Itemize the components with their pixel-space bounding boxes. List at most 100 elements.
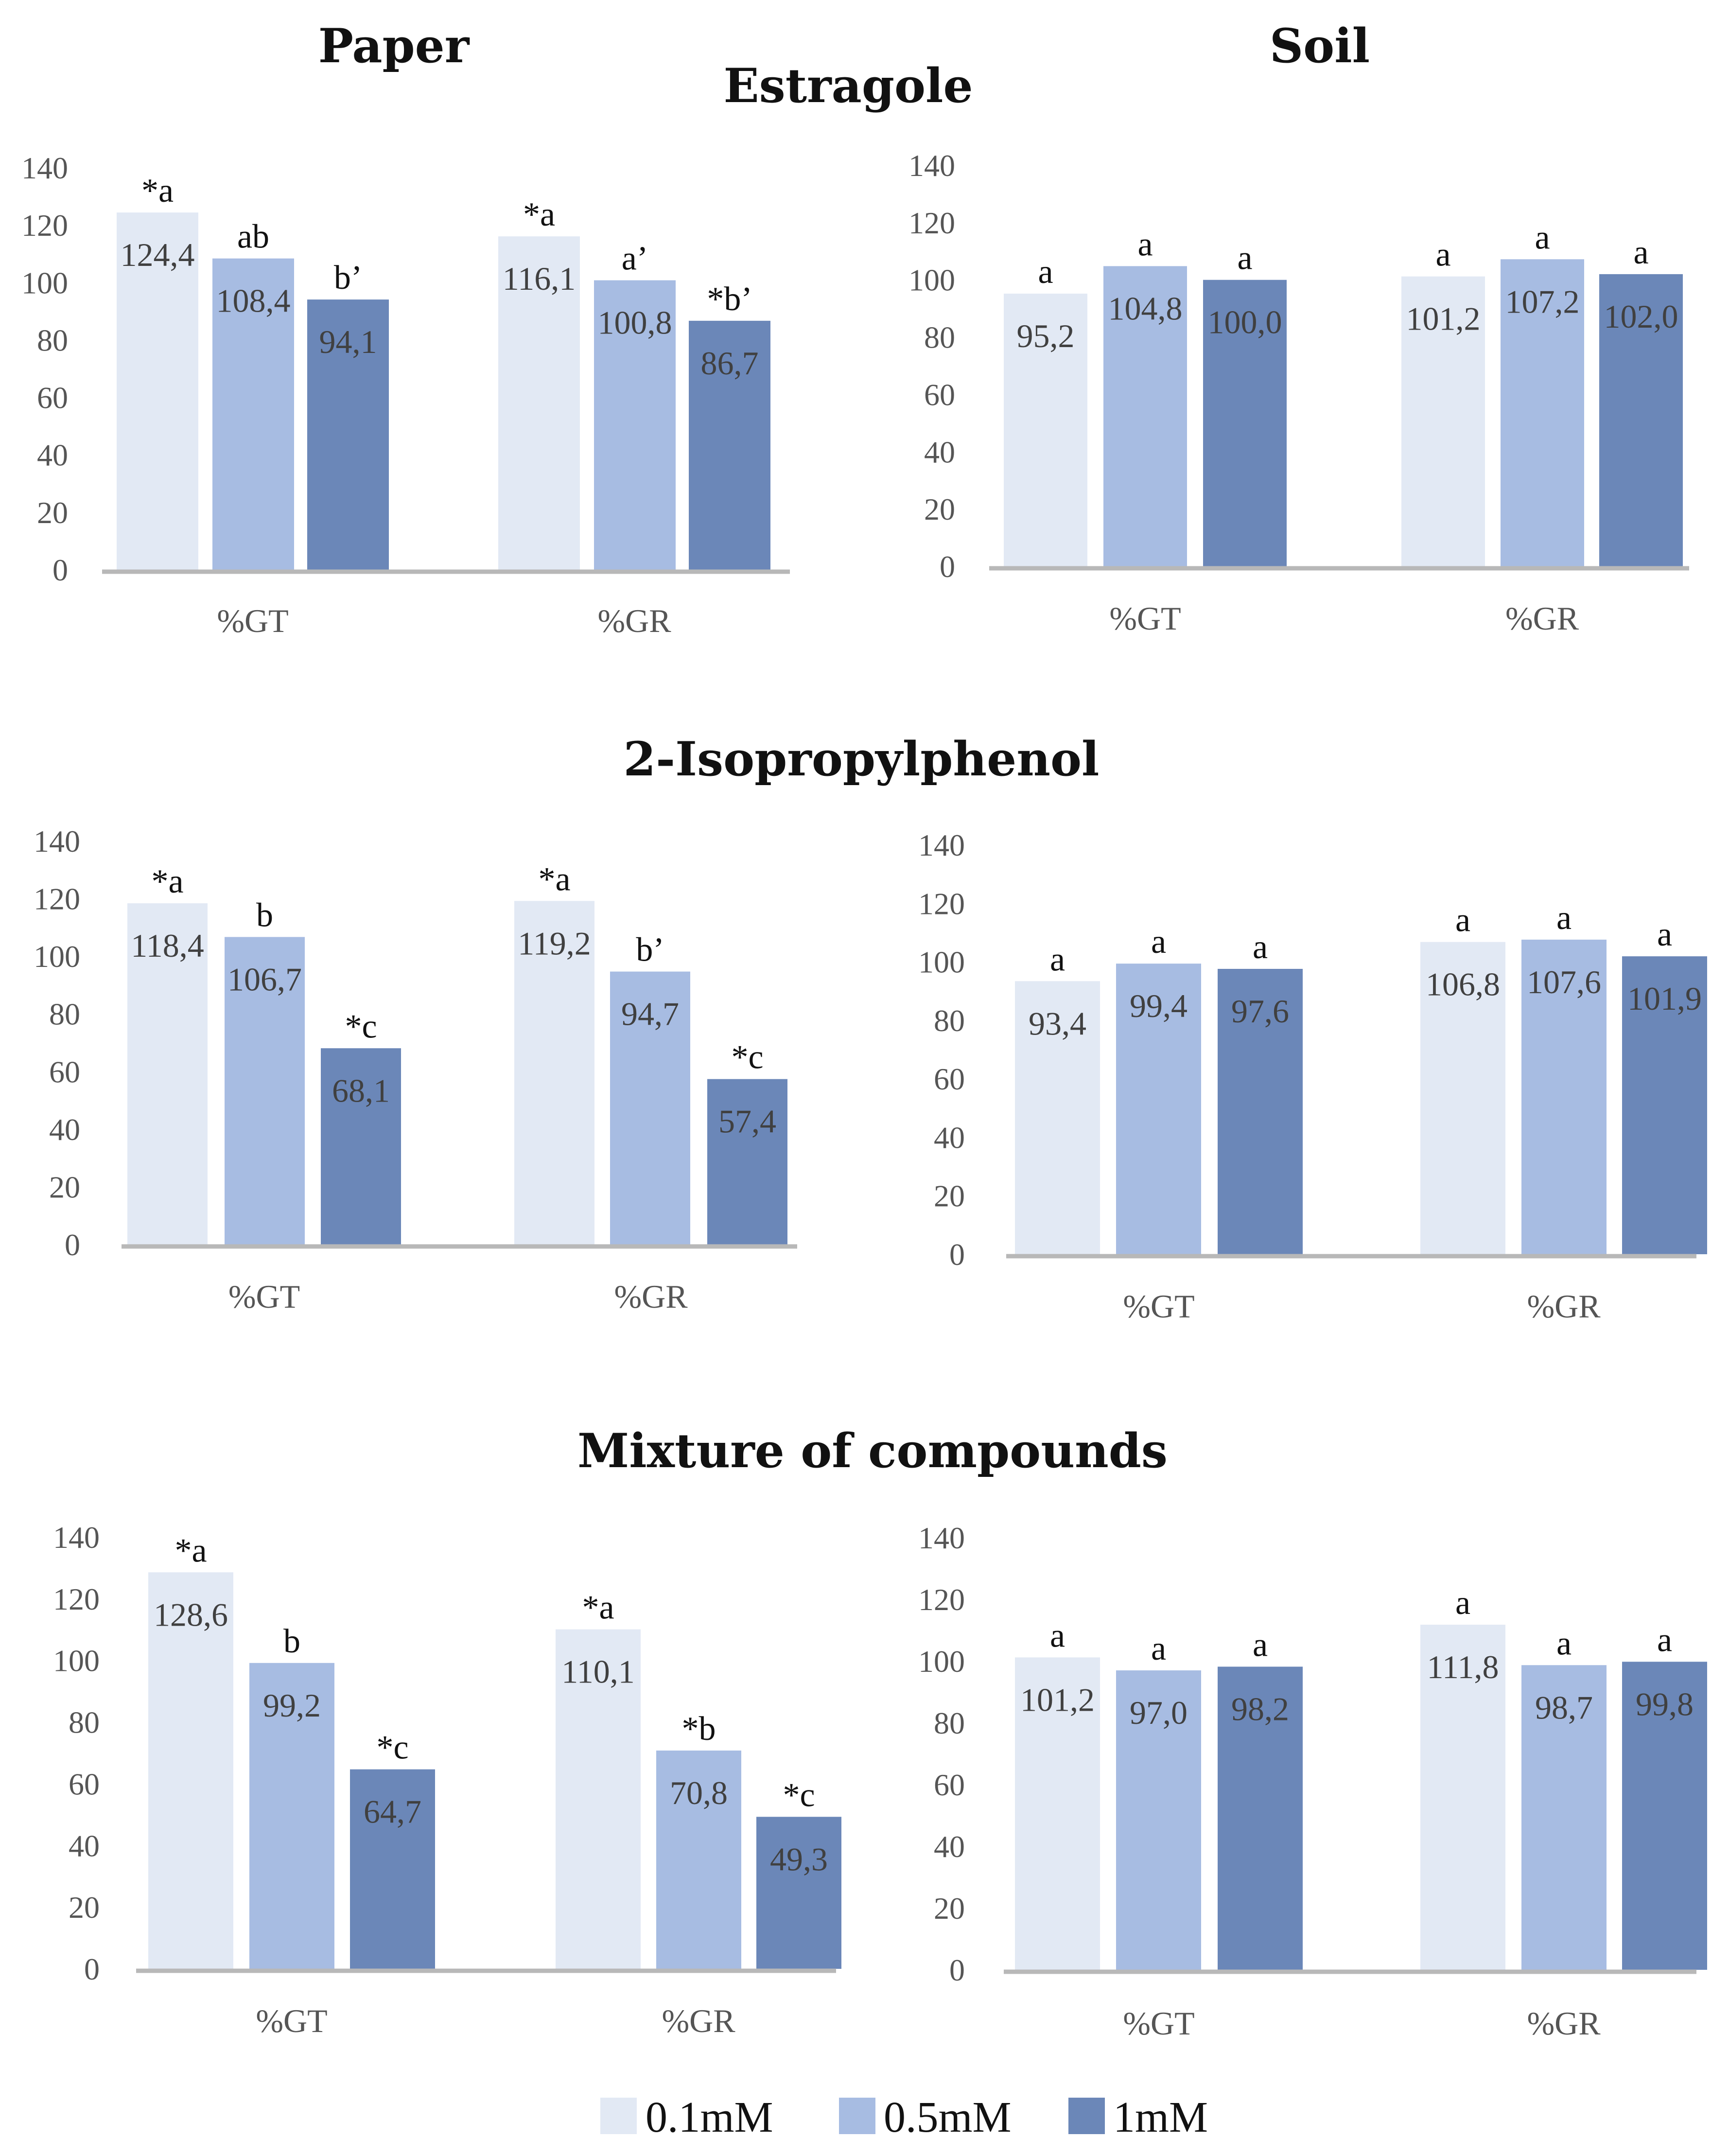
significance-letter: a [1633, 234, 1648, 271]
significance-letter: a [1050, 1617, 1065, 1654]
legend: 0.1mM 0.5mM 1mM [600, 2093, 1208, 2141]
bar-1mM-GT [1218, 969, 1303, 1254]
significance-letter: a [1556, 1625, 1572, 1662]
chart-isopropylphenol-soil: 0 20 40 60 80 100 120 140 93,4 a 106,8 a 99,4 a 107,6 a… [918, 828, 1707, 1325]
column-header-soil: Soil [1270, 18, 1370, 73]
legend-swatch-0.1mM [600, 2098, 637, 2134]
y-tick-label: 120 [918, 886, 965, 921]
y-tick-label: 60 [49, 1054, 80, 1089]
significance-letter: *a [538, 860, 570, 898]
significance-letter: *c [345, 1008, 377, 1045]
y-tick-label: 0 [949, 1953, 965, 1987]
y-tick-label: 140 [908, 148, 955, 183]
chart-estragole-soil: 0 20 40 60 80 100 120 140 95,2 a 101,2 a 104,8 a 107,2… [908, 148, 1689, 637]
bar-0.1mM-GR [498, 236, 580, 570]
bar-0.1mM-GR [1420, 1625, 1505, 1970]
y-tick-label: 60 [934, 1062, 965, 1096]
significance-letter: a [1253, 929, 1268, 966]
bar-0.5mM-GR [656, 1750, 741, 1969]
data-label: 97,6 [1231, 993, 1289, 1030]
legend-label-1mM: 1mM [1113, 2093, 1208, 2141]
bar-1mM-GT [307, 299, 389, 570]
bar-0.5mM-GT [1116, 964, 1201, 1254]
x-category-label: %GR [1527, 2005, 1601, 2042]
data-label: 98,7 [1535, 1689, 1593, 1726]
data-label: 98,2 [1231, 1690, 1289, 1727]
data-label: 86,7 [701, 345, 759, 382]
y-tick-label: 140 [53, 1520, 100, 1555]
data-label: 124,4 [121, 236, 195, 273]
significance-letter: ab [237, 218, 269, 256]
significance-letter: a [1556, 899, 1572, 937]
data-label: 94,7 [621, 996, 679, 1033]
significance-letter: a [1253, 1626, 1268, 1664]
y-tick-label: 20 [934, 1891, 965, 1926]
significance-letter: a’ [622, 240, 648, 278]
y-tick-label: 40 [69, 1828, 100, 1863]
significance-letter: *a [151, 863, 183, 900]
data-label: 68,1 [332, 1072, 390, 1109]
significance-letter: *a [175, 1532, 207, 1569]
data-label: 94,1 [319, 323, 377, 360]
bar-0.5mM-GR [1521, 1665, 1607, 1970]
bar-0.1mM-GR [556, 1629, 641, 1969]
y-tick-label: 80 [37, 323, 68, 357]
bar-0.5mM-GT [1103, 266, 1187, 566]
bar-0.5mM-GT [212, 258, 294, 570]
data-label: 95,2 [1017, 317, 1075, 354]
significance-letter: b [283, 1623, 300, 1660]
y-tick-label: 120 [53, 1582, 100, 1616]
data-label: 64,7 [364, 1793, 421, 1830]
bar-0.1mM-GT [148, 1572, 233, 1969]
bar-1mM-GR [1599, 274, 1683, 566]
legend-swatch-1mM [1068, 2098, 1105, 2134]
significance-letter: *c [783, 1776, 815, 1814]
column-header-paper: Paper [318, 18, 470, 73]
y-tick-label: 120 [21, 208, 68, 243]
data-label: 70,8 [670, 1774, 728, 1811]
significance-letter: b [256, 896, 273, 934]
y-tick-label: 100 [34, 939, 80, 974]
significance-letter: a [1237, 240, 1252, 277]
data-label: 107,2 [1505, 283, 1580, 320]
bar-1mM-GR [756, 1817, 841, 1969]
y-tick-label: 80 [49, 997, 80, 1032]
bar-0.5mM-GR [594, 280, 676, 570]
data-label: 108,4 [216, 282, 291, 319]
y-tick-label: 140 [34, 824, 80, 859]
y-tick-label: 140 [918, 828, 965, 862]
bar-0.1mM-GT [1015, 981, 1100, 1254]
y-tick-label: 40 [924, 435, 955, 469]
bar-1mM-GT [350, 1769, 435, 1969]
x-category-label: %GT [217, 602, 288, 639]
bar-1mM-GT [1203, 280, 1287, 566]
bar-0.1mM-GT [1015, 1657, 1100, 1970]
bar-1mM-GR [689, 320, 770, 570]
x-category-label: %GR [597, 602, 671, 639]
bar-1mM-GT [1218, 1666, 1303, 1970]
bar-0.5mM-GR [1501, 259, 1584, 566]
significance-letter: b’ [636, 931, 664, 969]
significance-letter: *a [523, 196, 555, 233]
data-label: 106,7 [227, 961, 302, 998]
y-tick-label: 20 [934, 1179, 965, 1213]
data-label: 111,8 [1427, 1648, 1499, 1685]
data-label: 93,4 [1029, 1005, 1086, 1042]
data-label: 128,6 [154, 1596, 228, 1633]
y-tick-label: 0 [65, 1227, 80, 1262]
y-tick-label: 140 [21, 151, 68, 185]
bar-1mM-GR [1622, 956, 1707, 1254]
bar-0.5mM-GR [610, 971, 690, 1245]
significance-letter: *c [376, 1729, 408, 1767]
significance-letter: b’ [334, 259, 362, 297]
significance-letter: a [1535, 219, 1550, 256]
y-tick-label: 120 [908, 206, 955, 240]
x-category-label: %GR [614, 1278, 688, 1315]
legend-label-0.5mM: 0.5mM [884, 2093, 1012, 2141]
data-label: 110,1 [561, 1653, 634, 1690]
data-label: 100,8 [598, 304, 672, 341]
y-tick-label: 120 [918, 1582, 965, 1617]
y-tick-label: 20 [924, 492, 955, 526]
significance-letter: *b’ [707, 280, 752, 318]
significance-letter: a [1137, 226, 1153, 263]
